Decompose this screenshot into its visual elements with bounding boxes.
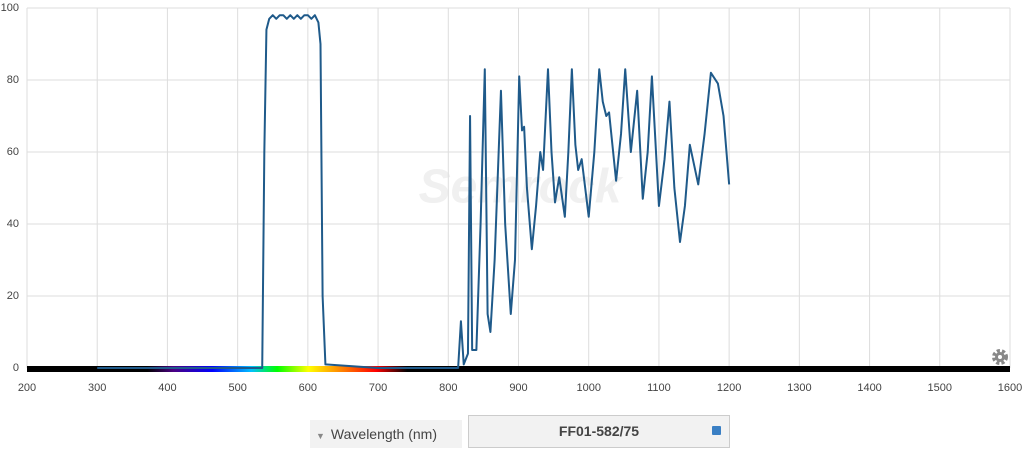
save-icon — [712, 426, 721, 435]
spectrum-bar — [27, 366, 1010, 372]
y-tick-label: 0 — [13, 362, 19, 374]
axis-selector[interactable]: ▼ Wavelength (nm) — [310, 420, 462, 448]
y-tick-label: 80 — [7, 74, 19, 86]
x-tick-label: 1300 — [787, 382, 811, 394]
visible-spectrum — [147, 366, 408, 372]
x-tick-label: 700 — [369, 382, 387, 394]
axis-selector-label: Wavelength (nm) — [330, 426, 437, 442]
y-tick-label: 20 — [7, 290, 19, 302]
x-tick-label: 900 — [509, 382, 527, 394]
y-tick-label: 100 — [1, 2, 19, 14]
x-tick-label: 600 — [299, 382, 317, 394]
x-tick-label: 500 — [228, 382, 246, 394]
x-tick-label: 1400 — [857, 382, 881, 394]
y-tick-label: 60 — [7, 146, 19, 158]
x-tick-label: 300 — [88, 382, 106, 394]
settings-icon[interactable] — [992, 349, 1008, 365]
data-line — [97, 14, 731, 369]
y-tick-label: 40 — [7, 218, 19, 230]
x-tick-label: 1200 — [717, 382, 741, 394]
x-tick-label: 1500 — [928, 382, 952, 394]
x-tick-label: 800 — [439, 382, 457, 394]
x-tick-label: 400 — [158, 382, 176, 394]
dropdown-arrow: ▼ — [316, 431, 325, 441]
filter-button[interactable]: FF01-582/75 — [468, 415, 730, 448]
x-tick-label: 1100 — [647, 382, 671, 394]
x-tick-label: 200 — [18, 382, 36, 394]
x-tick-label: 1600 — [998, 382, 1022, 394]
filter-name: FF01-582/75 — [558, 423, 640, 439]
x-tick-label: 1000 — [576, 382, 600, 394]
